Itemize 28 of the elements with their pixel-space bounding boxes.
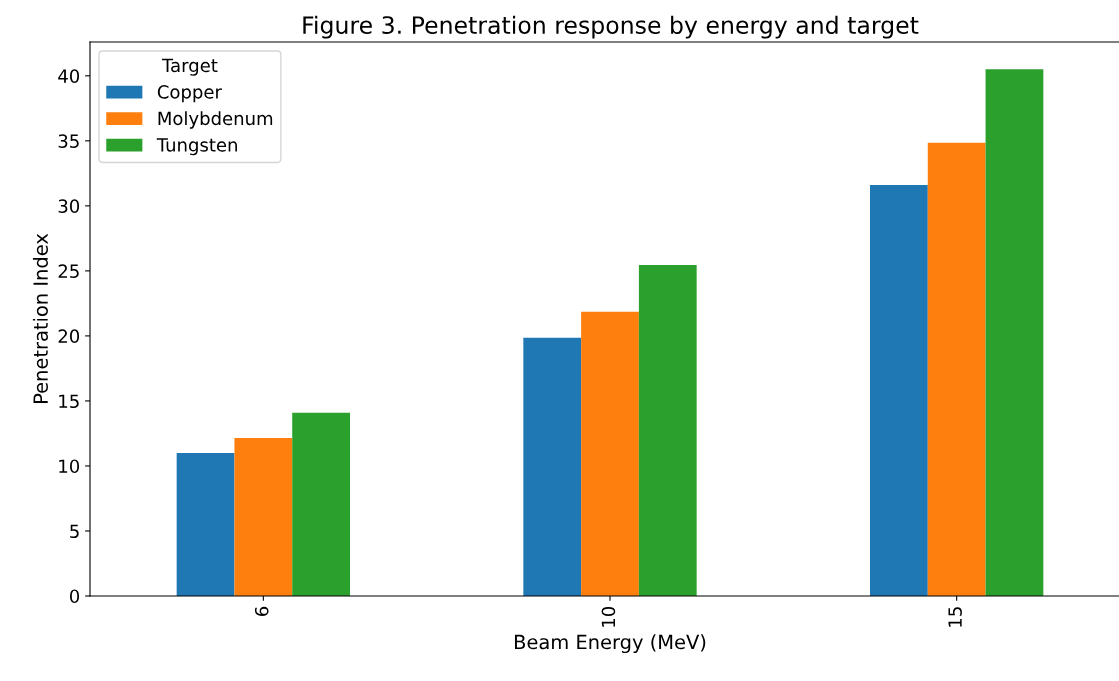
x-tick-label: 15 — [948, 607, 962, 627]
y-tick-label: 0 — [69, 589, 80, 604]
y-tick-label: 40 — [58, 69, 80, 83]
bar — [234, 437, 293, 596]
y-tick-label: 20 — [58, 329, 80, 344]
y-tick-label: 15 — [59, 394, 79, 409]
bar — [927, 142, 986, 596]
bar — [292, 412, 350, 596]
legend-label: Tungsten — [156, 138, 237, 156]
bar — [638, 265, 697, 596]
y-tick-label: 25 — [58, 264, 79, 278]
bar — [523, 337, 582, 596]
y-axis-title: Penetration Index — [32, 233, 48, 403]
legend-title: Target — [161, 58, 218, 76]
chart-title: Figure 3. Penetration response by energy and target — [303, 15, 919, 39]
bar — [176, 452, 235, 596]
y-tick-label: 5 — [70, 524, 79, 539]
bar — [985, 69, 1044, 596]
y-tick-label: 30 — [58, 199, 80, 213]
bar — [870, 185, 928, 596]
y-tick-label: 10 — [59, 459, 80, 474]
x-tick-label: 10 — [601, 606, 616, 627]
legend-label: Copper — [157, 85, 222, 103]
legend-label: Molybdenum — [158, 111, 273, 129]
x-axis-title: Beam Energy (MeV) — [515, 634, 706, 654]
x-tick-label: 6 — [254, 606, 269, 616]
y-tick-label: 35 — [58, 134, 79, 148]
bar — [581, 311, 639, 596]
